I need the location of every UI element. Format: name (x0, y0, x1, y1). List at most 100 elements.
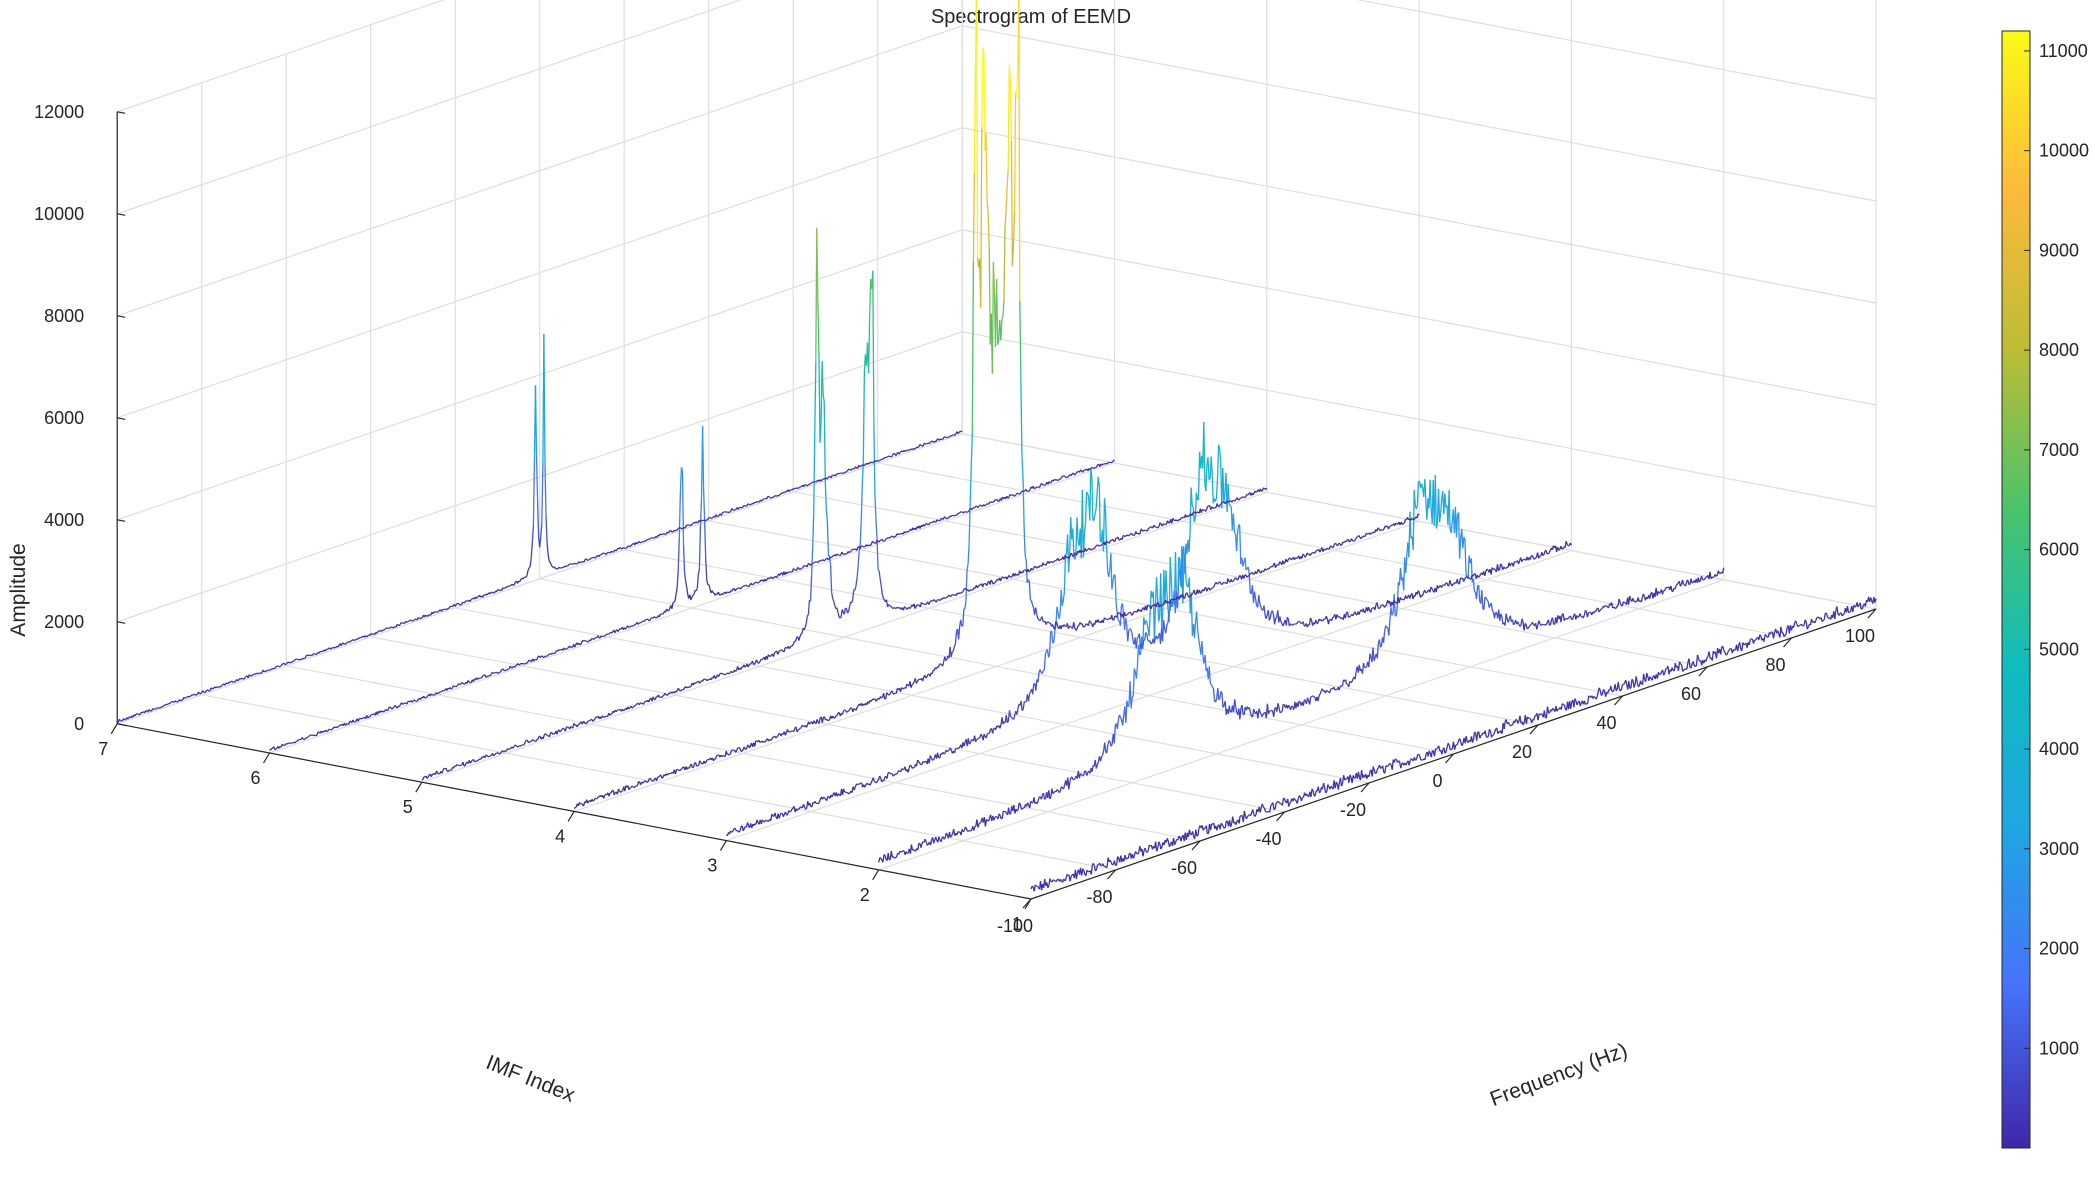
spectrum-segment (523, 741, 526, 745)
spectrum-segment (488, 674, 491, 677)
spectrum-segment (721, 755, 724, 758)
spectrum-segment (1752, 640, 1756, 644)
spectrum-segment (1188, 596, 1191, 598)
spectrum-segment (1308, 617, 1312, 626)
spectrum-segment (795, 636, 798, 642)
spectrum-segment (1261, 803, 1265, 808)
spectrum-segment (1052, 879, 1055, 881)
spectrum-segment (966, 563, 969, 571)
spectrum-segment (1146, 527, 1150, 532)
spectrum-segment (1257, 568, 1261, 572)
spectrum-segment (1113, 459, 1115, 462)
series-imf-7 (116, 333, 963, 723)
spectrum-segment (699, 760, 702, 763)
spectrum-segment (809, 575, 813, 602)
spectrum-segment (1177, 519, 1180, 522)
spectrum-segment (1382, 631, 1386, 643)
spectrum-segment (891, 690, 894, 695)
spectrum-segment (824, 481, 827, 510)
spectrum-segment (1300, 797, 1304, 802)
spectrum-segment (1012, 494, 1015, 497)
spectrum-segment (543, 733, 546, 736)
spectrum-segment (1095, 544, 1098, 547)
spectrum-segment (861, 545, 864, 548)
spectrum-segment (872, 270, 875, 425)
spectrum-segment (505, 669, 508, 671)
spectrum-segment (980, 127, 983, 309)
spectrum-segment (1340, 783, 1344, 787)
spectrum-segment (1239, 525, 1242, 565)
spectrum-segment (905, 607, 908, 610)
spectrum-segment (1141, 640, 1145, 649)
spectrum-segment (1234, 532, 1236, 535)
spectrum-segment (1358, 535, 1361, 538)
spectrum-segment (1006, 576, 1009, 580)
spectrum-segment (1167, 610, 1170, 624)
spectrum-segment (1318, 791, 1321, 794)
spectrum-segment (1490, 567, 1493, 575)
spectrum-segment (1028, 581, 1032, 600)
spectrum-segment (1072, 528, 1075, 557)
spectrum-segment (1485, 597, 1488, 601)
spectrum-segment (1448, 490, 1451, 530)
spectrum-segment (1368, 653, 1371, 668)
spectrum-segment (521, 662, 524, 665)
spectrum-segment (312, 734, 315, 736)
spectrum-segment (1360, 536, 1363, 540)
spectrum-segment (1390, 607, 1393, 616)
spectrum-segment (1676, 582, 1679, 585)
spectrum-segment (1534, 714, 1537, 717)
spectrum-segment (859, 546, 862, 550)
spectrum-segment (1243, 810, 1247, 817)
spectrum-segment (1279, 561, 1282, 564)
spectrum-segment (1140, 528, 1143, 531)
spectrum-segment (827, 719, 830, 722)
spectrum-segment (503, 750, 506, 753)
spectrum-segment (872, 777, 875, 782)
spectrum-segment (688, 765, 691, 769)
spectrum-segment (200, 691, 203, 695)
spectrum-segment (1363, 611, 1366, 614)
spectrum-segment (1121, 603, 1125, 614)
spectrum-segment (676, 568, 679, 588)
spectrum-segment (468, 681, 471, 684)
spectrum-segment (1462, 537, 1465, 549)
spectrum-segment (1465, 572, 1468, 578)
spectrum-segment (841, 609, 844, 613)
spectrum-segment (786, 729, 790, 733)
spectrum-segment (945, 659, 948, 662)
spectrum-segment (1446, 582, 1449, 586)
spectrum-segment (1018, 493, 1020, 495)
spectrum-segment (1319, 690, 1322, 695)
spectrum-segment (680, 467, 684, 472)
spectrum-segment (1083, 625, 1086, 628)
spectrum-segment (901, 768, 904, 771)
spectrum-segment (1490, 603, 1494, 611)
spectrum-segment (1285, 617, 1288, 626)
spectrum-segment (920, 843, 923, 848)
spectrum-segment (1332, 616, 1335, 619)
spectrum-segment (1236, 578, 1240, 581)
spectrum-segment (1450, 521, 1453, 533)
spectrum-segment (1261, 489, 1264, 492)
spectrum-segment (1104, 512, 1108, 547)
spectrum-segment (1103, 498, 1107, 513)
spectrum-segment (1066, 874, 1069, 877)
grid-layer (116, 0, 1877, 900)
spectrum-segment (1565, 540, 1568, 545)
spectrum-segment (694, 681, 697, 684)
spectrum-segment (1114, 538, 1117, 542)
spectrum-segment (1649, 593, 1652, 599)
spectrum-segment (856, 547, 859, 551)
spectrum-segment (239, 677, 242, 680)
spectrum-segment (1281, 704, 1284, 712)
spectrum-segment (517, 663, 520, 666)
spectrum-segment (841, 710, 845, 715)
spectrum-segment (817, 802, 820, 805)
spectrum-segment (1430, 586, 1433, 589)
spectrum-segment (1013, 714, 1016, 720)
spectrum-segment (1453, 745, 1457, 750)
spectrum-segment (890, 535, 893, 538)
spectrum-segment (1567, 616, 1571, 619)
spectrum-segment (1771, 631, 1773, 633)
